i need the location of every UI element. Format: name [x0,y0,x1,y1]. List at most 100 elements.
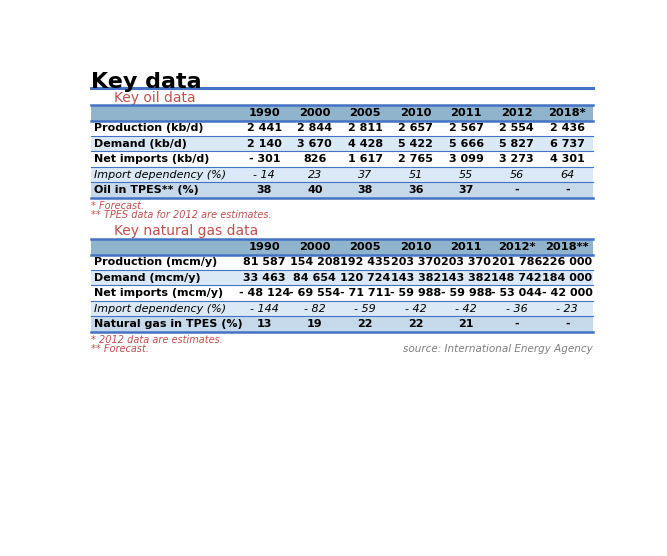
Text: - 59 988: - 59 988 [390,288,442,298]
Text: * 2012 data are estimates.: * 2012 data are estimates. [91,335,223,345]
Text: - 59 988: - 59 988 [441,288,492,298]
Bar [91,301,592,316]
Text: 3 099: 3 099 [449,154,484,164]
Text: ** Forecast.: ** Forecast. [91,344,149,354]
Text: 2 811: 2 811 [348,123,383,133]
Text: 2010: 2010 [400,108,432,118]
Text: 4 428: 4 428 [348,138,383,148]
Text: 64: 64 [560,170,574,180]
Text: 2012*: 2012* [498,242,536,252]
Text: 192 435: 192 435 [340,257,390,267]
Text: 2 657: 2 657 [398,123,434,133]
Text: - 53 044: - 53 044 [492,288,542,298]
Text: Key oil data: Key oil data [114,91,196,105]
Text: 37: 37 [459,185,474,195]
Text: - 42: - 42 [405,304,427,314]
Text: 13: 13 [257,319,272,329]
Text: 1990: 1990 [248,108,280,118]
Text: 84 654: 84 654 [293,272,336,282]
Text: - 14: - 14 [253,170,275,180]
Text: 38: 38 [358,185,373,195]
Text: 1 617: 1 617 [348,154,383,164]
Text: 2012: 2012 [501,108,532,118]
Text: - 301: - 301 [249,154,280,164]
Bar [91,316,592,331]
Text: 2018*: 2018* [548,108,586,118]
Text: 40: 40 [307,185,323,195]
Text: 2010: 2010 [400,242,432,252]
Text: Production (mcm/y): Production (mcm/y) [94,257,217,267]
Text: 143 382: 143 382 [391,272,441,282]
Text: 2 567: 2 567 [449,123,484,133]
Text: 22: 22 [358,319,373,329]
Text: -: - [565,319,570,329]
Text: Import dependency (%): Import dependency (%) [94,170,226,180]
Text: 3 670: 3 670 [297,138,332,148]
Text: 5 666: 5 666 [449,138,484,148]
Text: - 23: - 23 [556,304,578,314]
Text: 51: 51 [409,170,423,180]
Text: ** TPES data for 2012 are estimates.: ** TPES data for 2012 are estimates. [91,210,271,220]
Text: Natural gas in TPES (%): Natural gas in TPES (%) [94,319,243,329]
Bar [91,167,592,182]
Text: 3 273: 3 273 [500,154,534,164]
Text: 148 742: 148 742 [492,272,542,282]
Text: -: - [514,319,519,329]
Text: 184 000: 184 000 [542,272,592,282]
Bar [91,136,592,151]
Text: 2 554: 2 554 [500,123,534,133]
Text: 5 422: 5 422 [398,138,434,148]
Text: Key data: Key data [91,72,201,92]
Text: 2000: 2000 [299,242,331,252]
Text: 203 370: 203 370 [391,257,441,267]
Text: 2005: 2005 [350,242,381,252]
Text: 2011: 2011 [450,108,482,118]
Text: 19: 19 [307,319,323,329]
Text: Import dependency (%): Import dependency (%) [94,304,226,314]
Text: - 59: - 59 [354,304,376,314]
Text: 81 587: 81 587 [243,257,285,267]
Text: Production (kb/d): Production (kb/d) [94,123,203,133]
Text: 2011: 2011 [450,242,482,252]
Text: 2000: 2000 [299,108,331,118]
Text: Demand (kb/d): Demand (kb/d) [94,138,187,148]
Text: 55: 55 [459,170,474,180]
Text: 2 441: 2 441 [247,123,282,133]
Text: 826: 826 [303,154,326,164]
Text: 1990: 1990 [248,242,280,252]
Text: 23: 23 [307,170,322,180]
Text: 143 382: 143 382 [441,272,492,282]
Text: * Forecast.: * Forecast. [91,201,144,211]
Bar [91,255,592,270]
Bar [91,151,592,167]
Text: 2 765: 2 765 [398,154,434,164]
Text: - 82: - 82 [304,304,325,314]
Bar [91,270,592,285]
Text: 4 301: 4 301 [550,154,585,164]
Text: 201 786: 201 786 [492,257,542,267]
Text: - 144: - 144 [250,304,279,314]
Text: 2 844: 2 844 [297,123,332,133]
Bar [91,285,592,301]
Text: 5 827: 5 827 [500,138,534,148]
Text: 203 370: 203 370 [442,257,491,267]
Bar [91,121,592,136]
Text: -: - [514,185,519,195]
Text: - 71 711: - 71 711 [340,288,391,298]
Text: 226 000: 226 000 [542,257,592,267]
Text: Demand (mcm/y): Demand (mcm/y) [94,272,201,282]
Text: 33 463: 33 463 [243,272,285,282]
Text: Key natural gas data: Key natural gas data [114,224,259,238]
Text: Net imports (kb/d): Net imports (kb/d) [94,154,209,164]
Text: 2005: 2005 [350,108,381,118]
Text: - 36: - 36 [506,304,528,314]
Text: 154 208: 154 208 [289,257,340,267]
Text: Oil in TPES** (%): Oil in TPES** (%) [94,185,199,195]
Text: source: International Energy Agency: source: International Energy Agency [403,344,592,354]
Text: 36: 36 [408,185,424,195]
Text: - 42 000: - 42 000 [542,288,593,298]
Text: 2018**: 2018** [546,242,589,252]
Text: 37: 37 [358,170,372,180]
Bar [91,105,592,121]
Text: - 69 554: - 69 554 [289,288,340,298]
